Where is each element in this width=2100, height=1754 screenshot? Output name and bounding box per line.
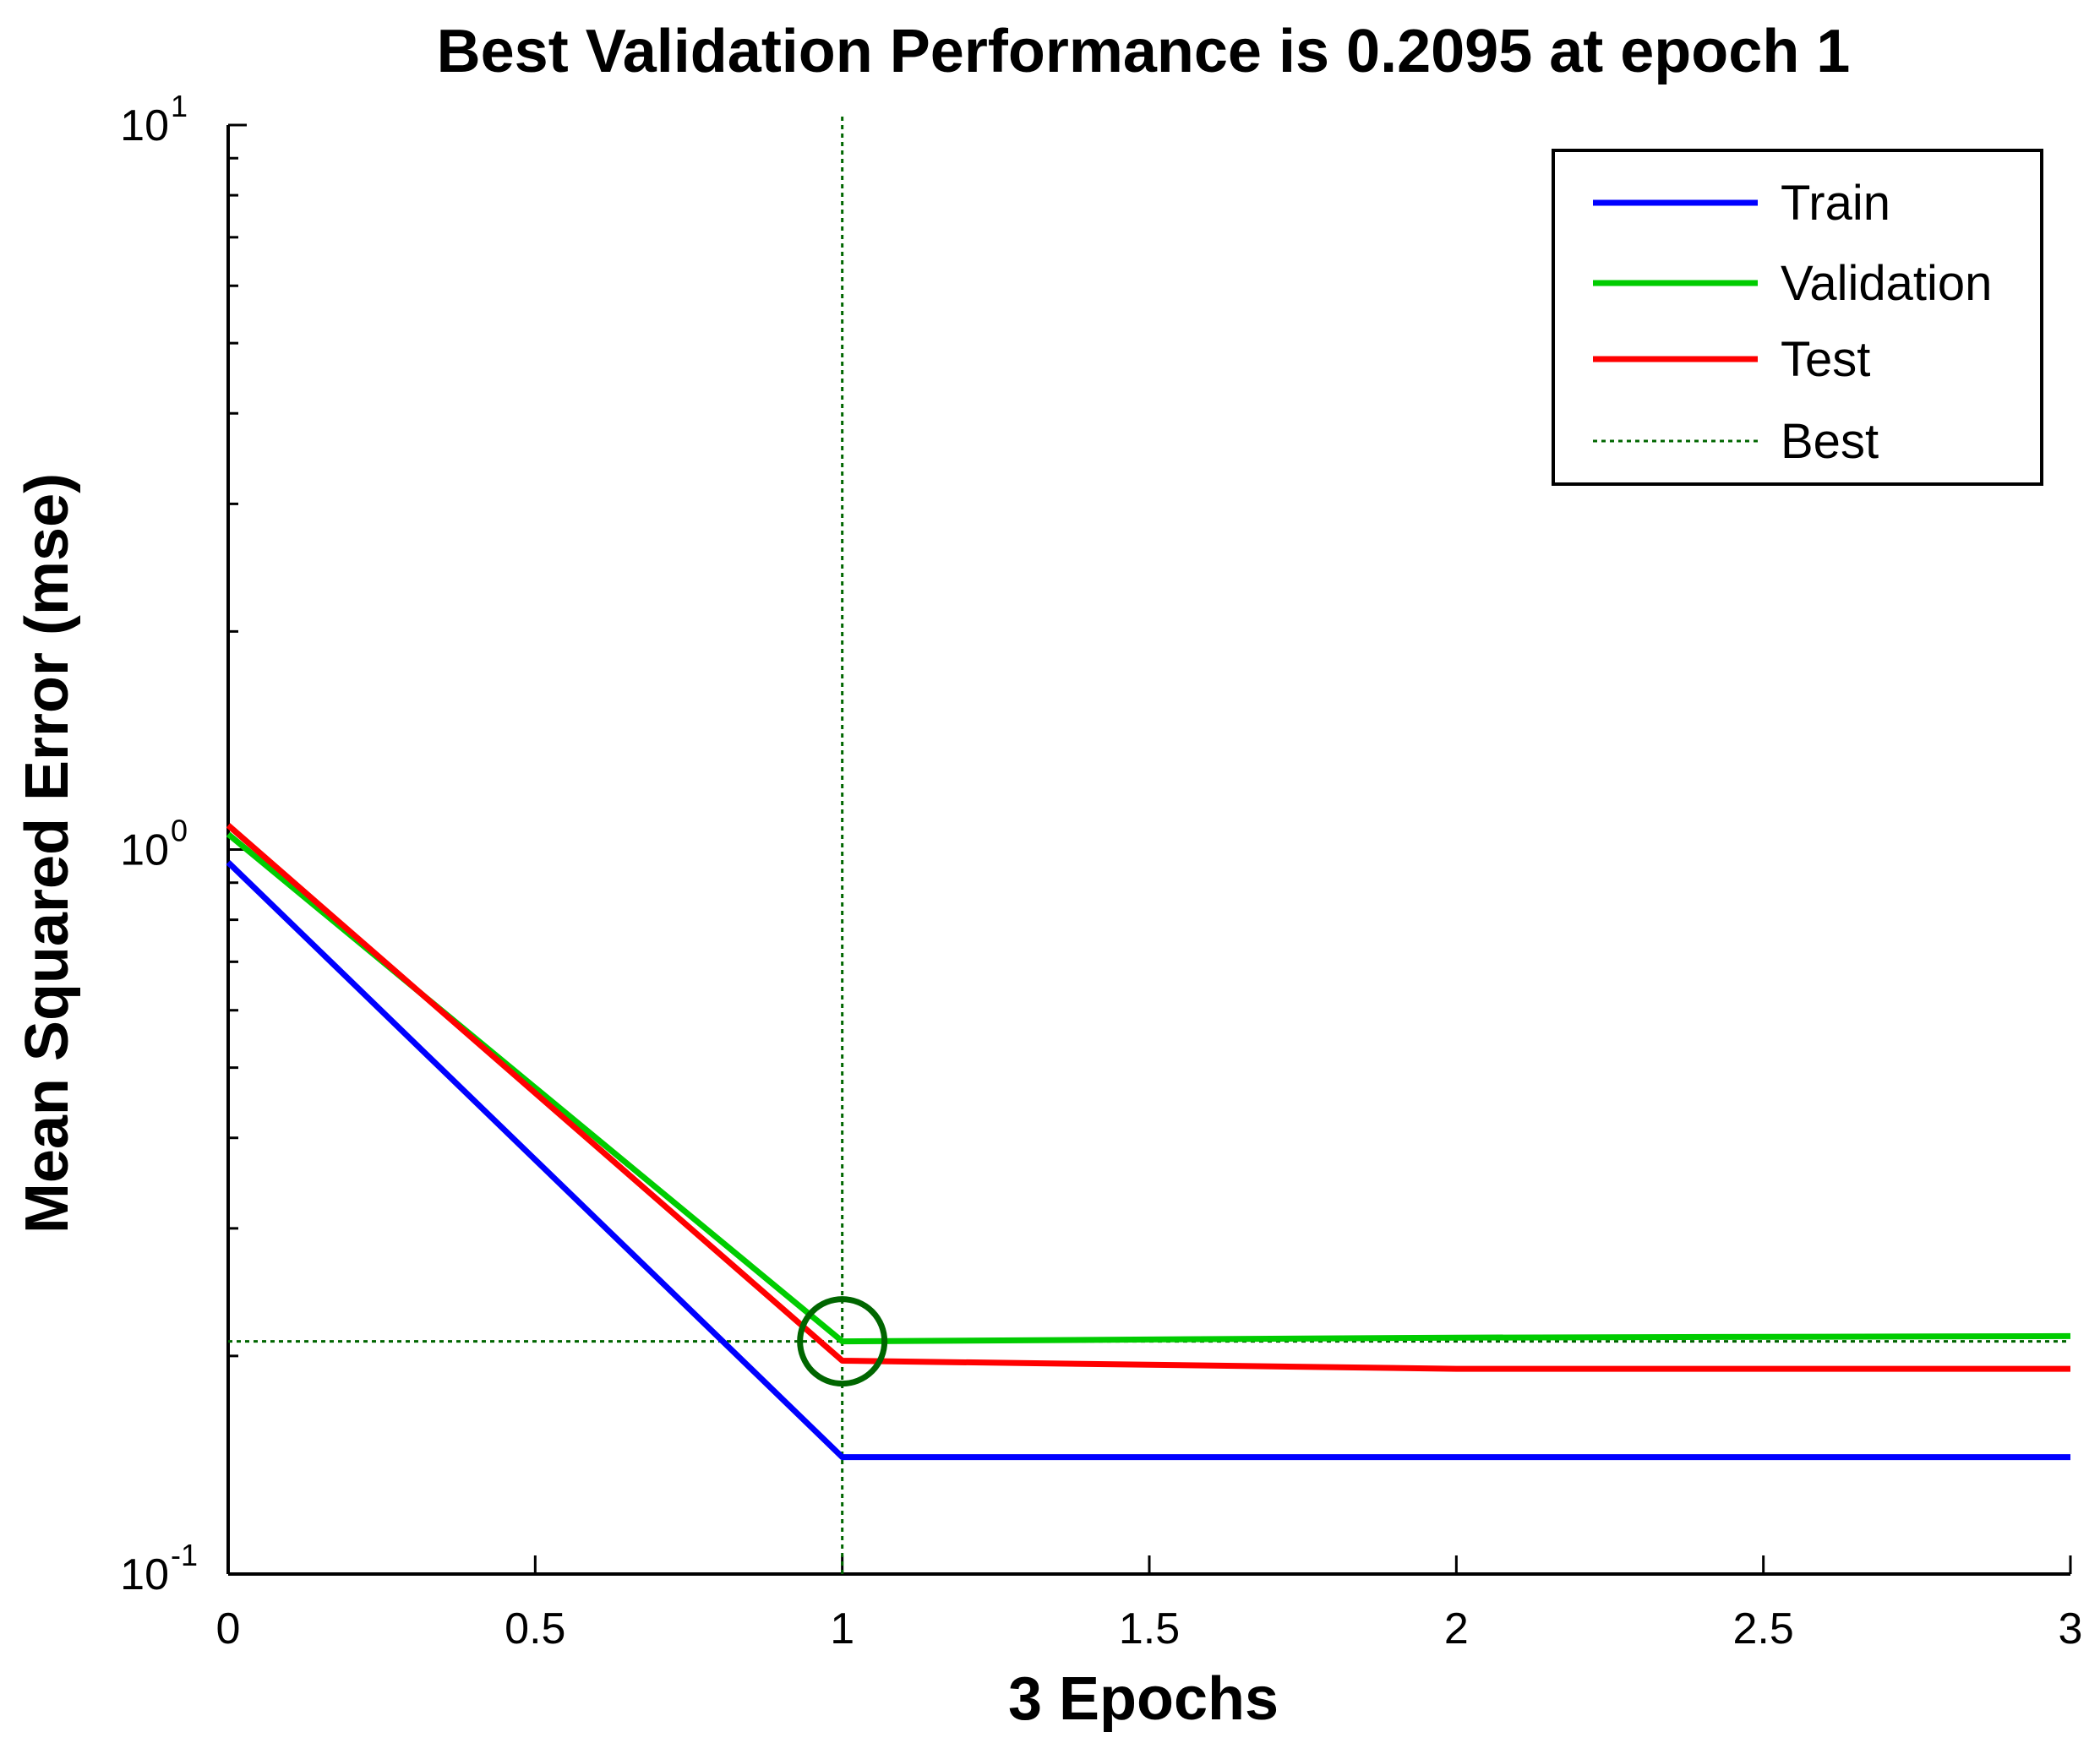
legend-label-train: Train: [1781, 176, 1890, 231]
x-tick-label: 2.5: [1733, 1604, 1794, 1653]
x-tick-label: 0.5: [505, 1604, 565, 1653]
series-line-validation: [226, 831, 2071, 1345]
y-tick-label: 10: [120, 1550, 169, 1599]
series-line-train: [226, 860, 2070, 1461]
x-axis-label: 3 Epochs: [1008, 1665, 1279, 1733]
x-tick-label: 0: [216, 1604, 241, 1653]
x-axis-ticks: 0 0.5 1 1.5 2 2.5 3: [216, 1555, 2083, 1653]
legend: Train Validation Test Best: [1552, 149, 2043, 486]
legend-box: [1552, 149, 2043, 486]
best-marker: [797, 1296, 888, 1387]
x-tick-label: 1.5: [1119, 1604, 1180, 1653]
y-tick-label: 10: [120, 101, 169, 150]
y-axis-label: Mean Squared Error (mse): [14, 473, 81, 1234]
x-tick-label: 3: [2059, 1604, 2083, 1653]
chart-title: Best Validation Performance is 0.2095 at…: [437, 18, 1851, 85]
y-tick-label: 10: [120, 826, 169, 875]
legend-label-test: Test: [1781, 332, 1870, 387]
legend-label-validation: Validation: [1781, 256, 1992, 311]
y-tick-exponent: 0: [171, 814, 188, 848]
legend-label-best: Best: [1781, 414, 1879, 469]
x-tick-label: 2: [1444, 1604, 1469, 1653]
series-layer: [226, 823, 2071, 1461]
series-line-test: [226, 823, 2070, 1372]
x-tick-label: 1: [830, 1604, 854, 1653]
y-tick-exponent: -1: [171, 1538, 198, 1572]
y-tick-exponent: 1: [171, 89, 188, 123]
best-marker-layer: [797, 1296, 888, 1387]
